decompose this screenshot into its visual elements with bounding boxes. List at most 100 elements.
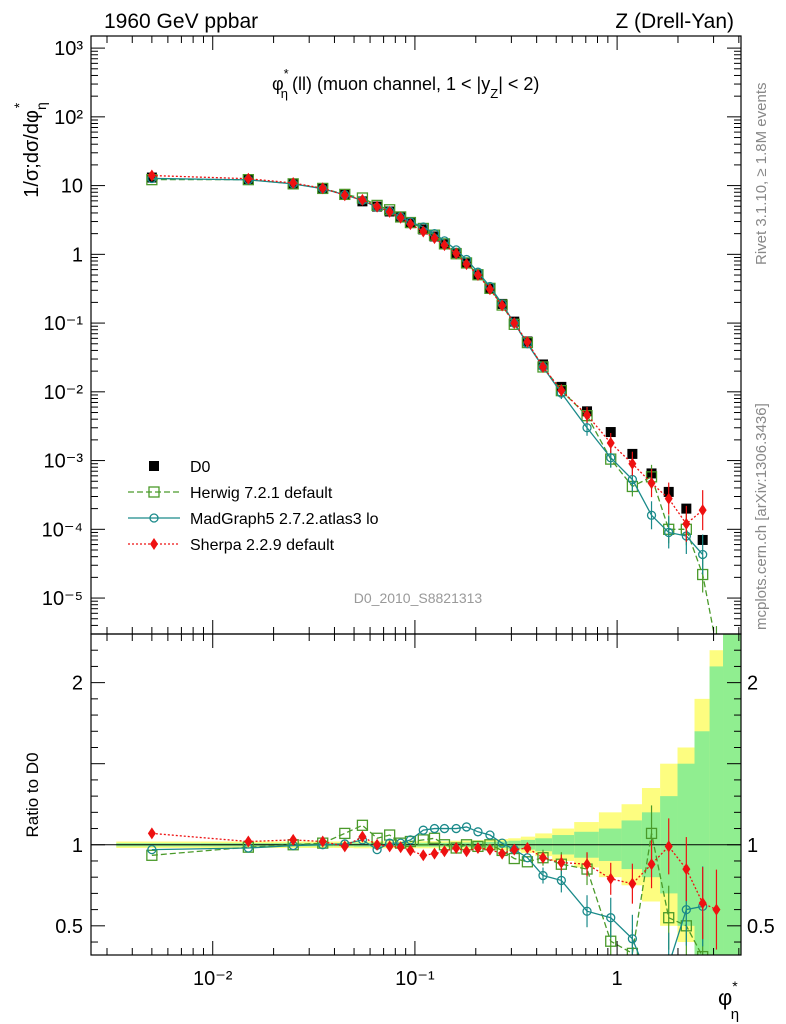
- main-data-point: [373, 200, 382, 213]
- ratio-data-point: [645, 827, 658, 840]
- main-data-point: [583, 409, 592, 422]
- main-data-point: [452, 247, 461, 260]
- ratio-series-line: [151, 832, 717, 911]
- ratio-y-tick-label: 0.5: [55, 916, 83, 938]
- main-data-point: [440, 239, 449, 252]
- ratio-data-point: [582, 906, 592, 916]
- svg-text:φ*η: φ* η: [718, 978, 739, 1023]
- y-tick-label: 10²: [54, 107, 83, 129]
- main-data-point: [340, 189, 349, 202]
- ratio-band-inner: [723, 634, 741, 955]
- main-series-layer: [146, 169, 718, 634]
- main-data-point: [406, 218, 415, 231]
- main-title-end: | < 2): [498, 74, 539, 94]
- ratio-data-point: [538, 870, 548, 881]
- legend-marker: [148, 486, 160, 498]
- main-series-line: [151, 179, 715, 634]
- ratio-band-inner: [694, 731, 710, 955]
- main-frame: [90, 35, 742, 635]
- main-data-point: [385, 205, 394, 218]
- main-data-point: [318, 182, 327, 195]
- ratio-y-tick-label-right: 1: [747, 835, 758, 857]
- ratio-data-point: [462, 845, 471, 858]
- ratio-data-point: [498, 847, 507, 860]
- legend-label: Herwig 7.2.1 default: [190, 485, 333, 502]
- main-data-point: [557, 384, 566, 397]
- header-left: 1960 GeV ppbar: [104, 10, 258, 33]
- x-tick-label: 10⁻¹: [395, 968, 435, 990]
- main-data-point: [605, 427, 616, 438]
- ratio-data-point: [681, 904, 691, 915]
- main-data-point: [485, 283, 494, 296]
- main-data-point: [358, 193, 367, 206]
- y-tick-label: 10⁻²: [44, 382, 84, 404]
- main-ylabel-text: 1/σ;dσ/dφ: [21, 110, 43, 198]
- ratio-data-point: [461, 822, 472, 832]
- main-title-sup: *: [284, 66, 289, 81]
- ratio-data-point: [418, 825, 428, 835]
- ratio-data-point: [429, 823, 440, 834]
- ratio-data-point: [556, 875, 567, 886]
- main-data-point: [682, 517, 691, 530]
- ratio-data-point: [473, 842, 482, 854]
- ratio-data-point: [628, 877, 637, 890]
- ratio-data-point: [682, 863, 691, 876]
- ratio-y-tick-label-right: 0.5: [747, 916, 775, 938]
- ratio-data-point: [373, 838, 382, 851]
- ratio-y-tick-label-right: 2: [747, 673, 758, 695]
- ratio-data-point: [339, 827, 351, 840]
- ratio-data-point: [417, 834, 429, 846]
- ratio-uncertainty-bands: [91, 634, 741, 955]
- main-data-point: [462, 258, 471, 271]
- legend-label: MadGraph5 2.7.2.atlas3 lo: [190, 511, 379, 528]
- ratio-data-point: [473, 827, 483, 837]
- ratio-data-point: [428, 832, 441, 844]
- ratio-data-point: [340, 840, 349, 853]
- ratio-data-point: [419, 849, 428, 862]
- ratio-data-point: [485, 830, 495, 840]
- ratio-data-point: [538, 851, 547, 864]
- ratio-data-point: [583, 858, 592, 871]
- ratio-data-point: [497, 838, 507, 848]
- ratio-data-point: [648, 982, 656, 990]
- main-data-point: [606, 453, 616, 463]
- x-tick-label: 1: [612, 968, 623, 990]
- ratio-band-inner: [709, 666, 724, 955]
- main-title-sub2: Z: [490, 86, 498, 101]
- main-data-point: [523, 336, 532, 349]
- ratio-data-point: [289, 833, 298, 846]
- ratio-y-tick-label: 1: [72, 835, 83, 857]
- side-rivet-label: Rivet 3.1.10, ≥ 1.8M events: [753, 83, 770, 266]
- main-data-point: [147, 169, 156, 182]
- ratio-series-line: [151, 826, 703, 955]
- ratio-data-point: [698, 897, 707, 910]
- ratio-y-tick-label: 2: [72, 673, 83, 695]
- main-title-phi: φ: [272, 74, 284, 94]
- ratio-data-point: [318, 835, 327, 848]
- main-title-sub: η: [281, 86, 288, 101]
- ratio-data-point: [663, 912, 675, 924]
- ratio-data-point: [244, 835, 253, 848]
- main-data-point: [396, 211, 405, 224]
- y-tick-label: 10: [61, 176, 83, 198]
- ratio-data-point: [147, 827, 156, 840]
- main-data-point: [289, 177, 298, 190]
- y-tick-label: 10⁻¹: [44, 313, 84, 335]
- y-tick-label: 1: [72, 244, 83, 266]
- legend-label: Sherpa 2.2.9 default: [190, 537, 335, 554]
- ratio-data-point: [606, 913, 616, 923]
- axes-layer: 10⁻² 10⁻¹ 1 10⁻⁵ 10⁻⁴ 10⁻³ 10⁻² 10⁻¹ 1 10 10² 10³ 0.…: [42, 35, 775, 990]
- main-data-point: [582, 423, 592, 433]
- ratio-data-point: [523, 842, 532, 854]
- main-data-point: [510, 317, 519, 330]
- main-data-point: [430, 232, 439, 245]
- ratio-xlabel: φ* η: [718, 978, 739, 1023]
- ratio-series-line: [151, 824, 703, 955]
- main-data-point: [698, 549, 708, 560]
- ratio-data-point: [356, 819, 369, 831]
- ratio-data-point: [606, 872, 615, 885]
- main-data-point: [419, 225, 428, 238]
- ratio-data-point: [406, 844, 415, 857]
- x-tick-label: 10⁻²: [193, 968, 233, 990]
